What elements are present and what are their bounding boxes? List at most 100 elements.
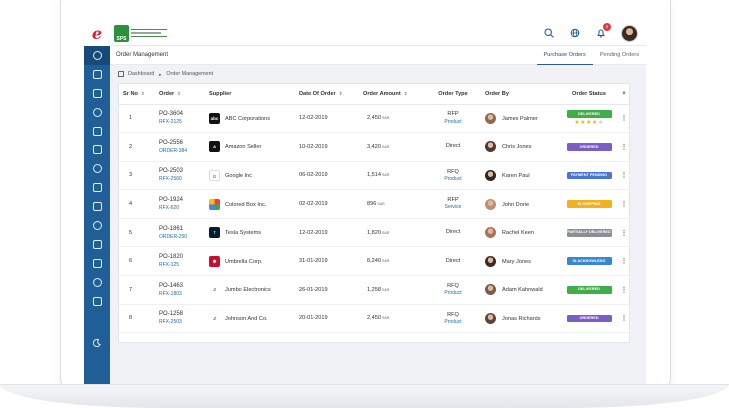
order-ref-link[interactable]: RFX-125: [159, 262, 180, 269]
order-type-cell: RFQ Product: [425, 161, 481, 191]
table-row[interactable]: 7 PO-1463 RFX-1803 J Jumbo Electronics 26-01-…: [119, 275, 631, 305]
order-ref-link[interactable]: RFX-1803: [159, 290, 182, 297]
order-ref-link[interactable]: RFX-2560: [159, 176, 182, 183]
po-number[interactable]: PO-1861: [159, 225, 184, 232]
user-avatar[interactable]: [621, 24, 638, 42]
top-bar: SPS 5: [110, 20, 646, 46]
status-badge: DELIVERED: [566, 110, 612, 119]
status-cell: DELIVERED: [561, 275, 617, 305]
tab-purchase-orders[interactable]: Purchase Orders: [536, 46, 593, 65]
package-icon[interactable]: [84, 216, 110, 235]
po-number[interactable]: PO-1463: [159, 282, 184, 289]
handshake-icon[interactable]: [84, 122, 110, 141]
table-row[interactable]: 1 PO-3604 RFX-2125 abc ABC Corporations 12-02…: [119, 104, 631, 134]
table-row[interactable]: 2 PO-2556 ORDER-384 a Amazon Seller 10-02-201…: [119, 132, 631, 162]
sr-no-cell: 8: [119, 304, 155, 334]
tab-pending-orders[interactable]: Pending Orders: [599, 52, 639, 58]
amount-cell: 2,450SAR: [359, 104, 425, 134]
order-cell: PO-3604 RFX-2125: [155, 104, 205, 134]
moon-icon[interactable]: [84, 336, 110, 350]
order-type-cell: RFP Service: [425, 189, 481, 219]
settings-icon[interactable]: [84, 292, 110, 311]
more-options-icon[interactable]: ⋮: [617, 189, 631, 219]
po-number[interactable]: PO-1820: [159, 254, 184, 261]
person-avatar[interactable]: [485, 198, 496, 210]
table-row[interactable]: 6 PO-1820 RFX-125 ✱ Umbrella Corp. 31-01-2019…: [119, 246, 631, 277]
amount-value: 1,820: [367, 229, 381, 236]
col-order[interactable]: Order ⇕: [155, 84, 205, 105]
bell-icon[interactable]: 5: [595, 23, 611, 39]
file-icon[interactable]: [84, 254, 110, 273]
person-avatar[interactable]: [485, 284, 496, 296]
po-number[interactable]: PO-2556: [159, 139, 184, 146]
sr-no-cell: 1: [119, 104, 155, 134]
more-options-icon[interactable]: ⋮: [617, 104, 631, 134]
person-avatar[interactable]: [485, 312, 496, 324]
more-options-icon[interactable]: ⋮: [617, 161, 631, 191]
more-options-icon[interactable]: ⋮: [617, 132, 631, 162]
table-row[interactable]: 5 PO-1861 ORDER-250 T Tesla Systems 12-02-201…: [119, 218, 631, 248]
person-name: Jonas Richards: [502, 315, 541, 322]
col-amount[interactable]: Order Amount ⇕: [359, 84, 425, 105]
image-icon[interactable]: [84, 65, 110, 84]
table-header: Sr No ⇕ Order ⇕ Supplier Date Of Order ⇕ Or…: [119, 84, 631, 105]
filter-icon[interactable]: ▼: [617, 84, 631, 105]
list-icon[interactable]: [84, 84, 110, 103]
box-icon[interactable]: [84, 140, 110, 159]
more-options-icon[interactable]: ⋮: [617, 218, 631, 248]
check-icon[interactable]: [84, 235, 110, 254]
table-row[interactable]: 8 PO-1258 RFX-2503 J Johnson And Co. 20-01-20…: [119, 304, 631, 334]
person-avatar[interactable]: [485, 255, 496, 267]
more-options-icon[interactable]: ⋮: [617, 304, 631, 334]
status-badge: PAYMENT PENDING: [566, 171, 612, 180]
amount-value: 896: [367, 201, 377, 208]
more-options-icon[interactable]: ⋮: [617, 275, 631, 305]
info-icon[interactable]: [84, 46, 110, 65]
person-avatar[interactable]: [485, 141, 496, 153]
more-options-icon[interactable]: ⋮: [617, 246, 631, 277]
order-type-sub: Product: [444, 290, 462, 297]
sort-icon[interactable]: ⇕: [177, 90, 182, 96]
order-ref-link[interactable]: RFX-620: [159, 205, 180, 212]
home-icon[interactable]: [118, 71, 124, 77]
order-type-cell: Direct: [425, 132, 481, 162]
company-logo[interactable]: SPS: [114, 23, 170, 43]
page-title: Order Management: [116, 52, 169, 58]
person-avatar[interactable]: [485, 112, 496, 124]
download-icon[interactable]: [84, 273, 110, 292]
date-cell: 26-01-2019: [295, 275, 359, 305]
po-number[interactable]: PO-2503: [159, 168, 184, 175]
col-date[interactable]: Date Of Order ⇕: [295, 84, 359, 105]
cart-icon[interactable]: [84, 197, 110, 216]
person-avatar[interactable]: [485, 169, 496, 181]
table-row[interactable]: 4 PO-1924 RFX-620 Colored Box Inc. 02-02-201…: [119, 189, 631, 219]
flask-icon[interactable]: [84, 178, 110, 197]
order-ref-link[interactable]: RFX-2503: [159, 319, 182, 326]
col-sr-no[interactable]: Sr No ⇕: [119, 84, 155, 105]
sort-icon[interactable]: ⇕: [140, 90, 145, 96]
search-icon[interactable]: [543, 27, 555, 39]
po-number[interactable]: PO-1924: [159, 197, 184, 204]
order-ref-link[interactable]: ORDER-250: [159, 233, 188, 240]
calculator-icon[interactable]: [84, 159, 110, 178]
document-icon[interactable]: [84, 103, 110, 122]
order-type: Direct: [445, 229, 461, 236]
order-ref-link[interactable]: RFX-2125: [159, 119, 182, 126]
supplier-name: Amazon Seller: [225, 144, 262, 151]
sort-icon[interactable]: ⇕: [403, 90, 408, 96]
order-ref-link[interactable]: ORDER-384: [159, 147, 188, 154]
order-type-cell: RFP Product: [425, 104, 481, 134]
amount-cell: 896SAR: [359, 189, 425, 219]
po-number[interactable]: PO-3604: [159, 111, 184, 118]
globe-icon[interactable]: [569, 27, 581, 39]
table-row[interactable]: 3 PO-2503 RFX-2560 G Google Inc 06-02-2019 1,5…: [119, 161, 631, 191]
supplier-cell: G Google Inc: [205, 161, 295, 191]
order-by-cell: Chris Jones: [481, 132, 561, 162]
po-number[interactable]: PO-1258: [159, 311, 184, 318]
breadcrumb-dashboard[interactable]: Dashboard: [128, 71, 155, 77]
sort-icon[interactable]: ⇕: [338, 90, 343, 96]
person-avatar[interactable]: [485, 227, 496, 239]
order-type-cell: Direct: [425, 218, 481, 248]
app-logo[interactable]: e: [84, 20, 110, 46]
rating-stars[interactable]: ★★★★★: [574, 120, 604, 127]
